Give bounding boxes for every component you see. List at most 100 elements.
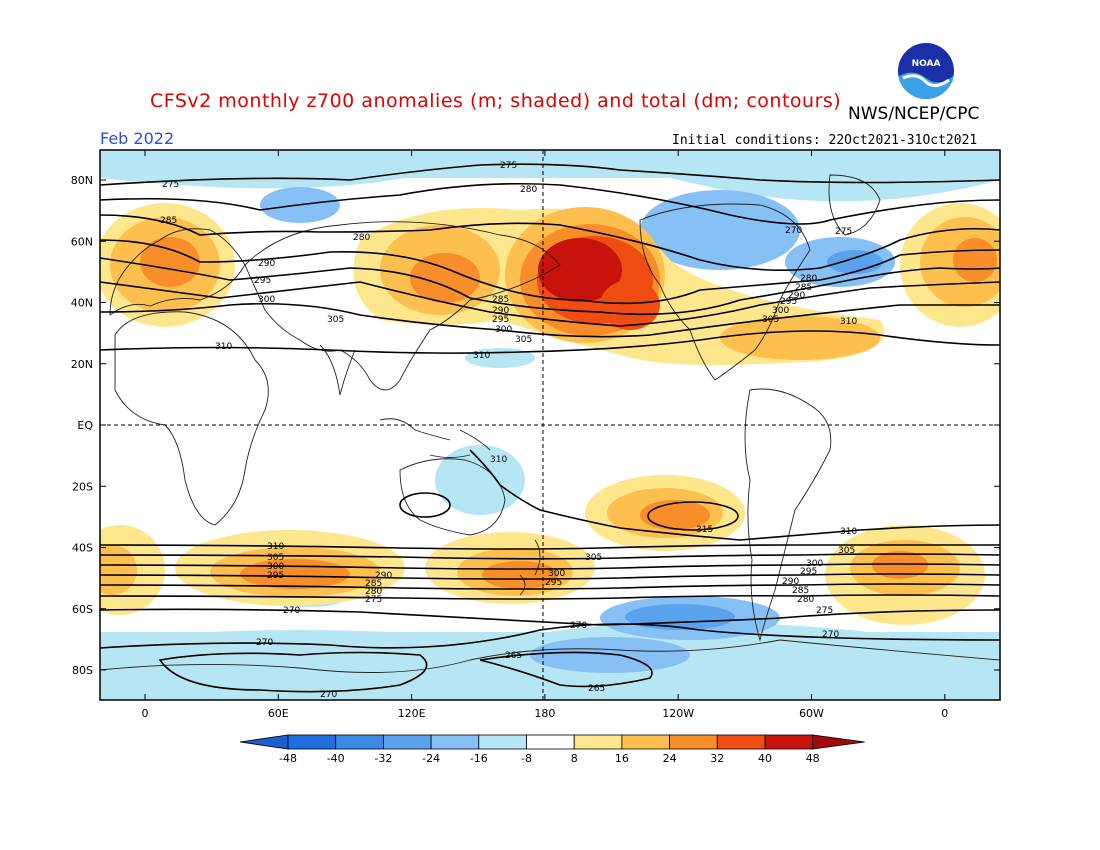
contour-label: 305 <box>838 546 855 556</box>
colorbar-low-arrow <box>239 734 289 750</box>
contour-label: 310 <box>473 351 490 361</box>
contour-label: 290 <box>788 291 805 301</box>
noaa-logo-icon: NOAA <box>896 41 956 101</box>
contour-label: 295 <box>545 578 562 588</box>
contour-label: 275 <box>162 180 179 190</box>
contour-label: 310 <box>215 342 232 352</box>
contour-label: 305 <box>585 553 602 563</box>
latitude-tick-label: 80N <box>71 174 93 187</box>
colorbar-segment <box>716 734 766 750</box>
latitude-tick-label: 80S <box>72 664 93 677</box>
contour-label: 280 <box>800 274 817 284</box>
contour-label: 285 <box>492 295 509 305</box>
longitude-tick-label: 120E <box>398 707 426 720</box>
contour-label: 280 <box>520 185 537 195</box>
contour-label: 275 <box>816 606 833 616</box>
contour-label: 290 <box>492 306 509 316</box>
contour-label: 265 <box>505 651 522 661</box>
contour-label: 310 <box>840 317 857 327</box>
contour-label: 290 <box>375 571 392 581</box>
contour-label: 310 <box>267 542 284 552</box>
contour-label: 305 <box>327 315 344 325</box>
contour-label: 300 <box>806 559 823 569</box>
svg-text:NOAA: NOAA <box>912 59 941 69</box>
contour-label: 300 <box>772 306 789 316</box>
contour-label: 300 <box>548 569 565 579</box>
colorbar-segment <box>287 734 337 750</box>
colorbar-tick-label: -40 <box>327 752 345 765</box>
longitude-tick-label: 60E <box>268 707 289 720</box>
colorbar-segment <box>335 734 384 750</box>
latitude-tick-label: 20S <box>72 480 93 493</box>
contour-label: 275 <box>500 161 517 171</box>
longitude-tick-label: 0 <box>941 707 948 720</box>
contour-label: 310 <box>490 455 507 465</box>
colorbar: -48 -40 -32 -24 -16 -8 8 16 24 32 40 48 <box>239 734 865 765</box>
contour-label: 270 <box>256 638 273 648</box>
contour-label: 275 <box>835 227 852 237</box>
contour-label: 295 <box>780 297 797 307</box>
contour-value-labels: 275 275 280 285 280 290 295 300 305 310 … <box>160 161 857 700</box>
colorbar-segment <box>764 734 814 750</box>
longitude-tick-label: 0 <box>142 707 149 720</box>
initial-conditions: Initial conditions: 22Oct2021-31Oct2021 <box>672 133 978 148</box>
contour-label: 300 <box>495 325 512 335</box>
latitude-tick-label: 60S <box>72 603 93 616</box>
colorbar-segment <box>382 734 432 750</box>
colorbar-tick-label: -24 <box>422 752 440 765</box>
colorbar-segment <box>526 734 575 750</box>
colorbar-tick-label: 40 <box>758 752 772 765</box>
contour-label: 300 <box>267 562 284 572</box>
colorbar-segment <box>621 734 671 750</box>
latitude-axis: 80N 60N 40N 20N EQ 20S 40S 60S 80S <box>71 174 1000 677</box>
colorbar-tick-label: 16 <box>615 752 629 765</box>
contour-label: 265 <box>588 684 605 694</box>
contour-label: 285 <box>792 586 809 596</box>
colorbar-tick-label: 8 <box>571 752 578 765</box>
longitude-tick-label: 120W <box>662 707 694 720</box>
contour-label: 280 <box>365 587 382 597</box>
contour-label: 290 <box>258 259 275 269</box>
contour-label: 305 <box>762 315 779 325</box>
contour-label: 305 <box>515 335 532 345</box>
contour-label: 285 <box>160 216 177 226</box>
contour-label: 305 <box>267 553 284 563</box>
contour-label: 270 <box>283 606 300 616</box>
colorbar-tick-label: -16 <box>470 752 488 765</box>
latitude-tick-label: 60N <box>71 235 93 248</box>
map-title: CFSv2 monthly z700 anomalies (m; shaded)… <box>150 90 842 112</box>
longitude-tick-label: 60W <box>799 707 824 720</box>
anomaly-shading <box>100 150 1000 700</box>
coastlines <box>100 174 1000 673</box>
contour-label: 310 <box>840 527 857 537</box>
colorbar-tick-label: -8 <box>521 752 532 765</box>
contour-label: 270 <box>320 690 337 700</box>
latitude-tick-label: EQ <box>77 419 93 432</box>
contour-label: 295 <box>267 571 284 581</box>
contour-label: 270 <box>785 226 802 236</box>
forecast-month: Feb 2022 <box>100 129 175 148</box>
contour-lines <box>100 163 1000 693</box>
contour-label: 285 <box>365 579 382 589</box>
contour-label: 290 <box>782 577 799 587</box>
colorbar-segment <box>573 734 623 750</box>
contour-label: 285 <box>795 283 812 293</box>
longitude-tick-label: 180 <box>534 707 555 720</box>
contour-label: 315 <box>696 525 713 535</box>
contour-label: 295 <box>254 276 271 286</box>
colorbar-high-arrow <box>812 734 865 750</box>
agency-label: NWS/NCEP/CPC <box>848 104 980 124</box>
colorbar-segment <box>478 734 527 750</box>
latitude-tick-label: 40S <box>72 542 93 555</box>
contour-label: 300 <box>258 295 275 305</box>
latitude-tick-label: 40N <box>71 297 93 310</box>
latitude-tick-label: 20N <box>71 358 93 371</box>
colorbar-segment <box>669 734 718 750</box>
contour-label: 280 <box>797 595 814 605</box>
colorbar-tick-label: 48 <box>806 752 820 765</box>
contour-label: 275 <box>365 595 382 605</box>
colorbar-tick-label: -32 <box>374 752 392 765</box>
colorbar-segment <box>430 734 480 750</box>
contour-label: 295 <box>800 567 817 577</box>
